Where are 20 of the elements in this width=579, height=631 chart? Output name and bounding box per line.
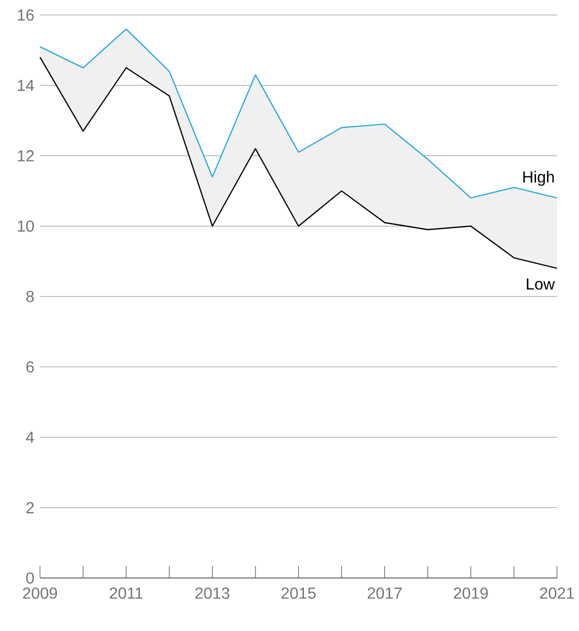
x-tick-label: 2011 (110, 588, 143, 599)
y-tick-label: 6 (26, 361, 34, 373)
y-tick-label: 14 (18, 80, 34, 91)
y-tick-label: 0 (26, 572, 34, 584)
series-label: High (523, 170, 554, 186)
x-tick-label: 2015 (282, 588, 316, 599)
x-tick-label: 2013 (195, 588, 230, 599)
x-tick-label: 2009 (23, 588, 57, 599)
y-tick-label: 16 (18, 9, 34, 21)
y-tick-label: 4 (26, 432, 34, 443)
x-tick-label: 2017 (368, 588, 402, 599)
line-series (39, 28, 558, 199)
y-tick-label: 12 (18, 150, 34, 162)
series-label: Low (526, 278, 555, 290)
y-tick-label: 2 (26, 502, 34, 514)
y-tick-label: 8 (26, 290, 34, 302)
line-series (39, 56, 558, 269)
x-tick-label: 2021 (540, 588, 574, 599)
x-tick-label: 2019 (454, 588, 488, 599)
y-tick-label: 10 (18, 220, 34, 232)
